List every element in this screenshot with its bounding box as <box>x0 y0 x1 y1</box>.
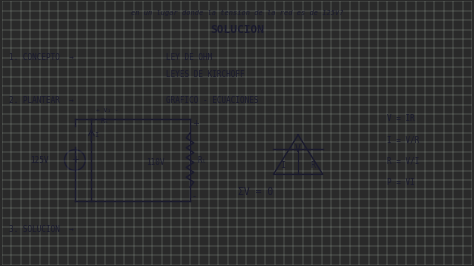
Text: +: + <box>71 155 79 165</box>
Text: 125V: 125V <box>30 156 49 165</box>
Text: V = IR: V = IR <box>387 114 415 123</box>
Text: 2. PLANTEAR  →: 2. PLANTEAR → <box>9 95 74 105</box>
Text: I: I <box>95 132 99 138</box>
Text: 110V: 110V <box>146 158 164 167</box>
Text: Rₗ: Rₗ <box>197 156 206 165</box>
Text: + V₁ -: + V₁ - <box>96 108 118 113</box>
Text: SOLUCION: SOLUCION <box>210 24 264 35</box>
Text: LEY DE OHM: LEY DE OHM <box>166 53 213 62</box>
Text: R = V/I: R = V/I <box>387 157 420 166</box>
Text: GRAFICO - ECUACIONES: GRAFICO - ECUACIONES <box>166 95 259 105</box>
Text: Rₛ: Rₛ <box>100 118 109 124</box>
Text: V: V <box>295 144 301 155</box>
Text: P = VI: P = VI <box>387 178 415 187</box>
Text: en un lugar donde la tension de la red es de 125V?: en un lugar donde la tension de la red e… <box>131 10 343 16</box>
Text: R: R <box>310 161 316 171</box>
Text: 1. CONCEPTO  →: 1. CONCEPTO → <box>9 53 74 62</box>
Text: -: - <box>192 192 195 201</box>
Text: 3. SOLUCION  →: 3. SOLUCION → <box>9 225 74 234</box>
Text: I: I <box>281 161 285 171</box>
Text: LEYES DE KIRCHOFF: LEYES DE KIRCHOFF <box>166 70 245 79</box>
Text: I = V/R: I = V/R <box>387 136 420 144</box>
Text: +: + <box>192 119 199 128</box>
Text: ΣV = 0: ΣV = 0 <box>238 187 273 197</box>
